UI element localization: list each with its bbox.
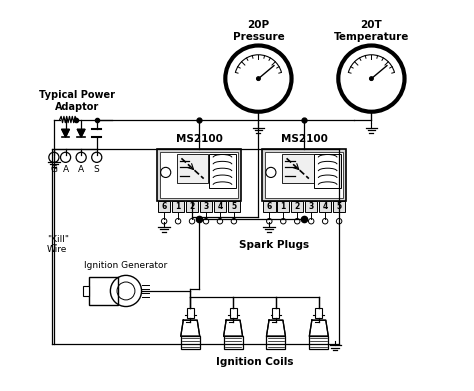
- Circle shape: [229, 50, 288, 108]
- FancyBboxPatch shape: [186, 201, 198, 212]
- FancyBboxPatch shape: [209, 154, 236, 188]
- FancyBboxPatch shape: [177, 154, 209, 183]
- Text: 6: 6: [267, 202, 272, 211]
- FancyBboxPatch shape: [273, 308, 280, 318]
- Text: A: A: [78, 165, 84, 174]
- FancyBboxPatch shape: [214, 201, 226, 212]
- Text: 20T
Temperature: 20T Temperature: [334, 20, 409, 41]
- FancyBboxPatch shape: [158, 201, 170, 212]
- FancyBboxPatch shape: [228, 201, 240, 212]
- FancyBboxPatch shape: [314, 154, 341, 188]
- Text: Ignition Coils: Ignition Coils: [216, 357, 293, 367]
- Text: 2: 2: [190, 202, 195, 211]
- FancyBboxPatch shape: [157, 149, 241, 201]
- Text: 6: 6: [162, 202, 167, 211]
- Polygon shape: [266, 320, 285, 336]
- Text: 2: 2: [295, 202, 300, 211]
- Polygon shape: [224, 320, 243, 336]
- FancyBboxPatch shape: [200, 201, 212, 212]
- FancyBboxPatch shape: [319, 201, 331, 212]
- Text: 4: 4: [218, 202, 223, 211]
- FancyBboxPatch shape: [282, 154, 314, 183]
- Text: Ignition Generator: Ignition Generator: [84, 260, 168, 269]
- Polygon shape: [181, 320, 200, 336]
- FancyBboxPatch shape: [263, 201, 275, 212]
- FancyBboxPatch shape: [181, 336, 200, 350]
- Text: MS2100: MS2100: [281, 134, 328, 144]
- Text: 5: 5: [337, 202, 342, 211]
- Circle shape: [257, 77, 260, 80]
- FancyBboxPatch shape: [187, 308, 194, 318]
- FancyBboxPatch shape: [229, 308, 237, 318]
- FancyBboxPatch shape: [277, 201, 290, 212]
- Text: 5: 5: [231, 202, 237, 211]
- FancyBboxPatch shape: [291, 201, 303, 212]
- Text: "Kill"
Wire: "Kill" Wire: [47, 235, 69, 254]
- FancyBboxPatch shape: [315, 308, 322, 318]
- FancyBboxPatch shape: [172, 201, 184, 212]
- FancyBboxPatch shape: [89, 277, 118, 305]
- Text: 4: 4: [322, 202, 328, 211]
- Text: S: S: [94, 165, 100, 174]
- FancyBboxPatch shape: [83, 286, 89, 296]
- Text: Typical Power
Adaptor: Typical Power Adaptor: [39, 90, 115, 112]
- FancyBboxPatch shape: [224, 336, 243, 350]
- Polygon shape: [310, 320, 328, 336]
- Text: 3: 3: [203, 202, 209, 211]
- Text: 3: 3: [309, 202, 314, 211]
- FancyBboxPatch shape: [305, 201, 318, 212]
- FancyBboxPatch shape: [262, 149, 346, 201]
- FancyBboxPatch shape: [333, 201, 346, 212]
- FancyBboxPatch shape: [265, 152, 343, 198]
- FancyBboxPatch shape: [310, 336, 328, 350]
- Circle shape: [370, 77, 373, 80]
- Text: G: G: [50, 165, 57, 174]
- FancyBboxPatch shape: [266, 336, 285, 350]
- Text: MS2100: MS2100: [175, 134, 222, 144]
- Text: 1: 1: [281, 202, 286, 211]
- Text: Spark Plugs: Spark Plugs: [239, 240, 309, 250]
- Circle shape: [342, 50, 401, 108]
- Text: 20P
Pressure: 20P Pressure: [233, 20, 284, 41]
- Polygon shape: [77, 129, 85, 137]
- Polygon shape: [62, 129, 70, 137]
- Text: A: A: [63, 165, 69, 174]
- Text: 1: 1: [175, 202, 181, 211]
- FancyBboxPatch shape: [160, 152, 238, 198]
